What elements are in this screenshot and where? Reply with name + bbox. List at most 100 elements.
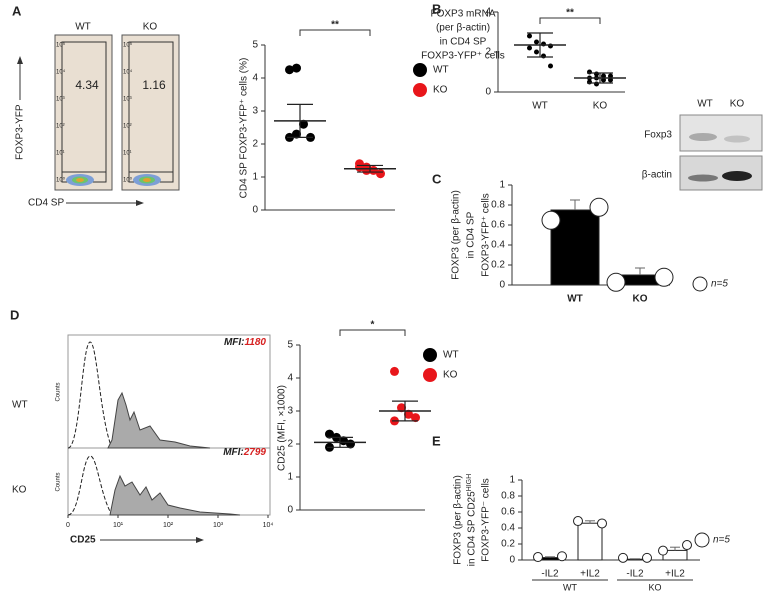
data-point bbox=[404, 409, 413, 419]
data-point bbox=[376, 169, 385, 179]
y-tick-label: 0.6 bbox=[501, 507, 515, 518]
data-point bbox=[587, 79, 592, 85]
flow-y-label: FOXP3-YFP bbox=[15, 104, 26, 160]
band bbox=[724, 135, 750, 143]
significance-bracket bbox=[299, 29, 371, 36]
histogram bbox=[109, 474, 241, 516]
histogram-tick-label: 0 bbox=[66, 522, 70, 529]
data-point bbox=[527, 45, 532, 51]
mfi-prefix: MFI: bbox=[223, 447, 244, 458]
y-axis-label: in CD4 SP CD25HIGH bbox=[466, 474, 478, 566]
y-tick-label: 3 bbox=[287, 406, 293, 417]
y-tick-label: 0.4 bbox=[501, 523, 515, 534]
data-point bbox=[548, 63, 553, 69]
data-point bbox=[618, 552, 628, 563]
y-tick-label: 0 bbox=[499, 280, 505, 291]
legend-marker bbox=[423, 348, 437, 362]
y-tick-label: 2 bbox=[287, 439, 293, 450]
y-tick-label: 4 bbox=[485, 7, 491, 18]
y-tick-label: 1 bbox=[509, 475, 515, 486]
significance: ** bbox=[566, 8, 574, 19]
x-tick-label: WT bbox=[567, 294, 583, 305]
y-tick-label: 0 bbox=[287, 505, 293, 516]
data-point bbox=[587, 69, 592, 75]
arrow-head bbox=[196, 537, 204, 543]
data-point bbox=[292, 63, 301, 73]
y-axis-label: FOXP3 (per β-actin) bbox=[453, 475, 464, 565]
y-tick-label: 0.4 bbox=[491, 240, 505, 251]
flow-tick-label: 10⁵ bbox=[56, 42, 66, 49]
x-tick-label: +IL2 bbox=[580, 569, 600, 580]
y-tick-label: 5 bbox=[252, 40, 258, 51]
y-axis-label: FOXP3 (per β-actin) bbox=[451, 190, 462, 280]
flow-x-label: CD4 SP bbox=[28, 198, 64, 209]
panel-letter: A bbox=[12, 3, 22, 18]
y-tick-label: 0.2 bbox=[501, 539, 515, 550]
flow-value: 4.34 bbox=[75, 78, 99, 92]
histogram-x-label: CD25 bbox=[70, 535, 96, 546]
legend-label: KO bbox=[443, 370, 458, 381]
y-axis-label: (per β-actin) bbox=[436, 23, 490, 34]
flow-plot bbox=[54, 34, 113, 191]
y-axis-label: FOXP3-YFP⁺ cells bbox=[481, 193, 492, 277]
x-tick-label: WT bbox=[532, 101, 548, 112]
mfi: MFI:1180 bbox=[224, 337, 266, 348]
legend-marker bbox=[423, 368, 437, 382]
histogram-tick-label: 10³ bbox=[213, 522, 224, 529]
data-point bbox=[541, 53, 546, 59]
data-point bbox=[597, 518, 607, 529]
data-point bbox=[411, 413, 420, 423]
legend-label: WT bbox=[443, 350, 459, 361]
flow-title: KO bbox=[143, 22, 158, 33]
y-tick-label: 1 bbox=[287, 472, 293, 483]
data-point bbox=[390, 366, 399, 376]
band-label: Foxp3 bbox=[644, 130, 672, 141]
panel-letter: C bbox=[432, 171, 442, 186]
legend-marker bbox=[694, 532, 710, 548]
y-tick-label: 1 bbox=[252, 172, 258, 183]
x-tick-label: +IL2 bbox=[665, 569, 685, 580]
y-tick-label: 4 bbox=[252, 73, 258, 84]
data-point bbox=[533, 552, 543, 563]
data-point bbox=[527, 33, 532, 39]
y-tick-label: 0 bbox=[509, 555, 515, 566]
data-point bbox=[397, 403, 406, 413]
lane-label: KO bbox=[730, 99, 745, 110]
data-point bbox=[534, 49, 539, 55]
data-point bbox=[325, 429, 334, 439]
flow-tick-label: 10² bbox=[123, 124, 132, 130]
legend-label: KO bbox=[433, 85, 448, 96]
panel-letter: B bbox=[432, 1, 441, 16]
y-axis-label: FOXP3-YFP⁻ cells bbox=[481, 478, 492, 562]
histogram bbox=[107, 391, 211, 449]
data-point bbox=[292, 129, 301, 139]
legend-label: n=5 bbox=[711, 279, 728, 290]
legend-label: WT bbox=[433, 65, 449, 76]
y-tick-label: 0.8 bbox=[501, 491, 515, 502]
band bbox=[688, 174, 718, 182]
data-point bbox=[642, 552, 652, 563]
y-tick-label: 0.6 bbox=[491, 220, 505, 231]
blot bbox=[679, 114, 763, 152]
y-axis-label-superscript: HIGH bbox=[466, 474, 473, 492]
flow-tick-label: 10¹ bbox=[56, 151, 65, 157]
histogram-control bbox=[67, 341, 113, 449]
x-tick-label: -IL2 bbox=[541, 569, 559, 580]
data-point bbox=[654, 267, 674, 287]
flow-tick-label: 10³ bbox=[56, 97, 65, 103]
histogram-control bbox=[67, 455, 113, 516]
significance: ** bbox=[331, 20, 339, 31]
flow-tick-label: 10¹ bbox=[123, 151, 132, 157]
counts-label: Counts bbox=[56, 472, 62, 491]
y-tick-label: 5 bbox=[287, 340, 293, 351]
x-tick-label: KO bbox=[593, 101, 608, 112]
x-tick-label: -IL2 bbox=[626, 569, 644, 580]
y-tick-label: 0 bbox=[485, 87, 491, 98]
y-axis-label: in CD4 SP bbox=[466, 211, 477, 258]
legend-marker bbox=[413, 83, 427, 97]
significance: * bbox=[371, 320, 375, 331]
histogram-name: WT bbox=[12, 400, 28, 411]
flow-tick-label: 10⁰ bbox=[123, 177, 133, 184]
band-label: β-actin bbox=[642, 170, 672, 181]
